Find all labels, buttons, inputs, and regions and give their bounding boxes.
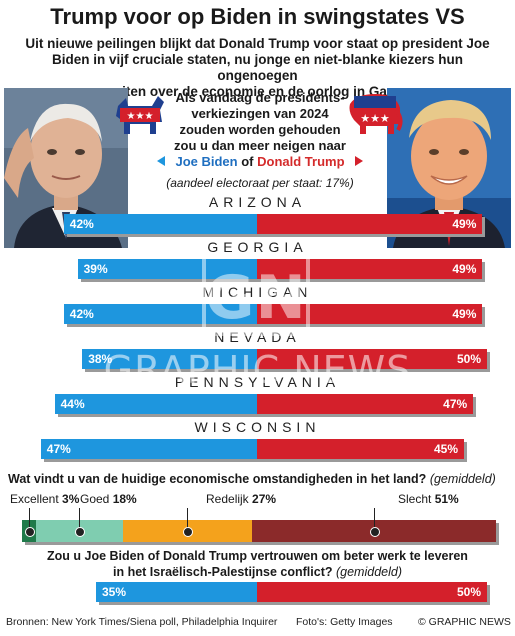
biden-value-pennsylvania: 44%: [60, 397, 85, 411]
subtitle-line-3: uiten over de economie en de oorlog in G…: [113, 84, 402, 99]
biden-bar-wisconsin: [40, 439, 257, 459]
economy-dot-excellent: [25, 527, 36, 537]
economy-dot-slecht: [369, 527, 380, 537]
economy-question: Wat vindt u van de huidige economische o…: [8, 472, 496, 486]
gaza-biden-bar: [96, 582, 257, 602]
subtitle: Uit nieuwe peilingen blijkt dat Donald T…: [20, 36, 495, 100]
svg-text:★★★: ★★★: [360, 112, 390, 125]
biden-value-nevada: 38%: [88, 352, 113, 366]
state-label-arizona: ARIZONA: [208, 194, 307, 210]
economy-question-note: (gemiddeld): [429, 472, 496, 486]
question-line-5: Joe Biden of Donald Trump: [160, 154, 360, 170]
democratic-donkey-icon: ★★★: [112, 92, 168, 138]
trump-bar-nevada: [257, 349, 487, 369]
question-line-1: Als vandaag de presidents-: [175, 90, 345, 105]
gaza-question-line-2: in het Israëlisch-Palestijnse conflict? …: [0, 564, 515, 580]
biden-bar-nevada: [82, 349, 257, 369]
economy-leader-excellent: [29, 508, 31, 531]
watermark-monogram-text: GN: [205, 263, 306, 333]
economy-label-name-goed: Goed: [80, 492, 113, 506]
trump-bar-pennsylvania: [257, 394, 474, 414]
trump-bar-wisconsin: [257, 439, 464, 459]
gaza-chart: 35% 50%: [0, 582, 515, 612]
trump-value-michigan: 49%: [452, 307, 477, 321]
gaza-question: Zou u Joe Biden of Donald Trump vertrouw…: [0, 548, 515, 580]
economy-dot-goed: [75, 527, 86, 537]
subtitle-line-1: Uit nieuwe peilingen blijkt dat Donald T…: [25, 36, 490, 51]
gaza-question-note: (gemiddeld): [335, 565, 402, 579]
economy-label-name-excellent: Excellent: [10, 492, 63, 506]
question-trump: Donald Trump: [257, 154, 345, 169]
trump-value-pennsylvania: 47%: [443, 397, 468, 411]
gaza-trump-value: 50%: [456, 585, 481, 599]
biden-bar-arizona: [63, 214, 257, 234]
economy-label-goed: Goed 18%: [80, 492, 137, 506]
economy-label-redelijk: Redelijk 27%: [206, 492, 276, 506]
biden-bar-michigan: [63, 304, 257, 324]
republican-elephant-icon: ★★★: [346, 90, 404, 138]
trump-bar-arizona: [257, 214, 483, 234]
trump-value-wisconsin: 45%: [433, 442, 458, 456]
trump-value-nevada: 50%: [456, 352, 481, 366]
svg-text:★★★: ★★★: [127, 111, 154, 122]
trump-bar-georgia: [257, 259, 483, 279]
biden-value-wisconsin: 47%: [46, 442, 71, 456]
economy-label-name-slecht: Slecht: [398, 492, 435, 506]
poll-question: Als vandaag de presidents- verkiezingen …: [160, 90, 360, 170]
gaza-trump-bar: [257, 582, 487, 602]
gaza-biden-value: 35%: [102, 585, 127, 599]
trump-value-georgia: 49%: [452, 262, 477, 276]
biden-bar-georgia: [77, 259, 257, 279]
arrow-left-icon: [157, 156, 165, 166]
watermark-monogram: GN: [200, 248, 312, 340]
economy-leader-redelijk: [187, 508, 189, 531]
biden-value-michigan: 42%: [69, 307, 94, 321]
footer-photos: Foto's: Getty Images: [296, 616, 393, 628]
trump-bar-michigan: [257, 304, 483, 324]
gaza-question-line-1: Zou u Joe Biden of Donald Trump vertrouw…: [47, 549, 468, 563]
economy-label-name-redelijk: Redelijk: [206, 492, 253, 506]
economy-chart: Excellent 3% Goed 18% Redelijk 27% Slecht 5…: [0, 490, 515, 546]
economy-label-value-redelijk: 27%: [252, 492, 277, 506]
subtitle-line-2: Biden in vijf cruciale staten, nu jonge …: [51, 52, 464, 83]
economy-leader-slecht: [373, 508, 375, 531]
biden-value-georgia: 39%: [83, 262, 108, 276]
economy-label-value-excellent: 3%: [62, 492, 80, 506]
question-line-3: zouden worden gehouden: [179, 122, 341, 137]
economy-label-value-goed: 18%: [112, 492, 137, 506]
watermark-text: GRAPHIC NEWS: [103, 348, 412, 392]
trump-value-arizona: 49%: [452, 217, 477, 231]
economy-question-text: Wat vindt u van de huidige economische o…: [8, 472, 427, 486]
question-biden: Joe Biden: [175, 154, 238, 169]
economy-label-excellent: Excellent 3%: [10, 492, 79, 506]
economy-label-slecht: Slecht 51%: [398, 492, 459, 506]
state-label-pennsylvania: PENNSYLVANIA: [174, 374, 341, 390]
footer-sources: Bronnen: New York Times/Siena poll, Phil…: [6, 616, 278, 628]
swing-state-chart: ARIZONA 42% 49% GEORGIA 39% 49% MICHIGAN 42% 49%…: [0, 190, 515, 462]
economy-dot-redelijk: [183, 527, 194, 537]
page-title: Trump voor op Biden in swingstates VS: [50, 4, 465, 29]
footer-credit: © GRAPHIC NEWS: [418, 616, 511, 628]
state-label-wisconsin: WISCONSIN: [194, 419, 321, 435]
biden-bar-pennsylvania: [54, 394, 257, 414]
state-label-georgia: GEORGIA: [207, 239, 308, 255]
question-line-2: verkiezingen van 2024: [191, 106, 329, 121]
electorate-note: (aandeel electoraat per staat: 17%): [166, 176, 354, 190]
question-connector: of: [241, 154, 254, 169]
economy-leader-goed: [79, 508, 81, 531]
gaza-question-line-2-text: in het Israëlisch-Palestijnse conflict?: [112, 565, 333, 579]
arrow-right-icon: [355, 156, 363, 166]
economy-label-value-slecht: 51%: [434, 492, 459, 506]
biden-value-arizona: 42%: [69, 217, 94, 231]
question-line-4: zou u dan meer neigen naar: [174, 138, 346, 153]
state-label-michigan: MICHIGAN: [202, 284, 313, 300]
